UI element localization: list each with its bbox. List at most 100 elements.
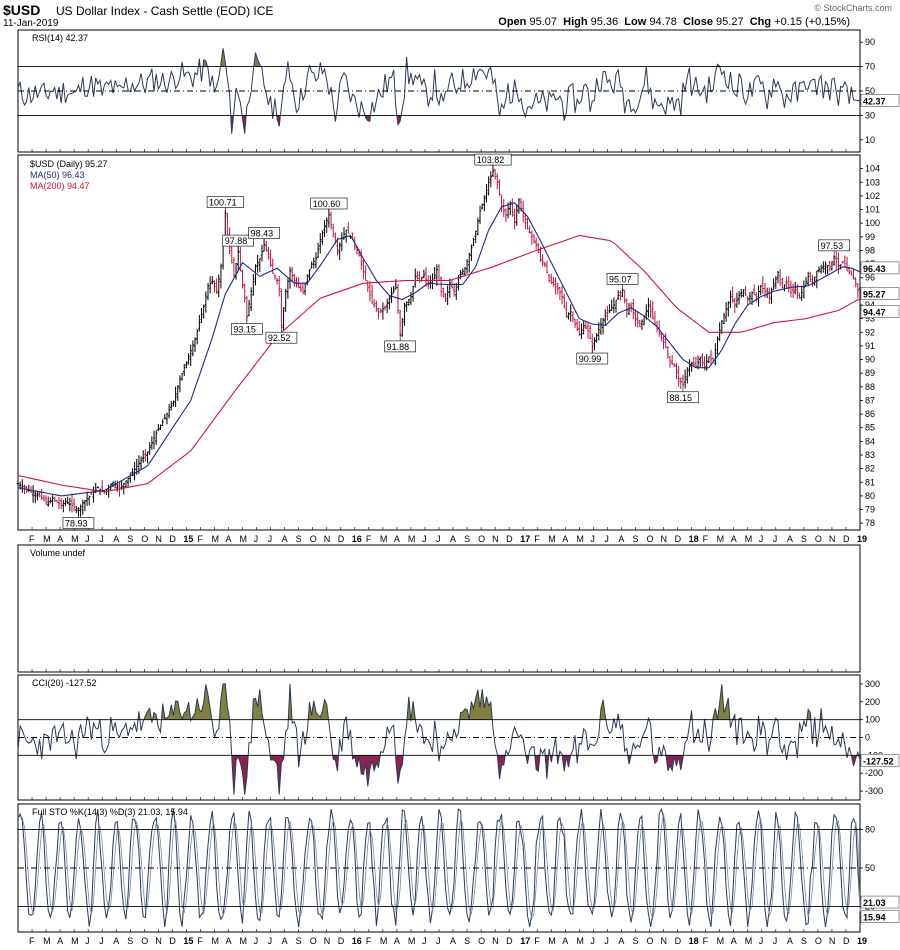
rsi-axis-tick-label: 70 bbox=[865, 62, 875, 72]
cci-axis-tick-label: -300 bbox=[865, 786, 883, 796]
price-x-label: N bbox=[661, 534, 668, 544]
bottom-x-label: F bbox=[197, 936, 203, 946]
price-x-label: F bbox=[366, 534, 372, 544]
price-x-label: D bbox=[675, 534, 682, 544]
price-axis-tick-label: 87 bbox=[865, 395, 875, 405]
price-axis-tick-label: 99 bbox=[865, 232, 875, 242]
callout-box bbox=[231, 323, 263, 335]
cci-oversold-fill bbox=[41, 755, 860, 795]
chart-header: $USD US Dollar Index - Cash Settle (EOD)… bbox=[0, 0, 900, 30]
ma50-tag-box bbox=[860, 261, 900, 275]
callout-label: 97.88 bbox=[225, 236, 248, 246]
callout-box bbox=[576, 352, 609, 365]
chart-title: US Dollar Index - Cash Settle (EOD) ICE bbox=[56, 4, 274, 18]
bottom-x-label: J bbox=[99, 936, 104, 946]
price-x-label: J bbox=[99, 534, 104, 544]
bottom-x-label: A bbox=[562, 936, 568, 946]
price-x-label: F bbox=[534, 534, 540, 544]
price-x-label: A bbox=[562, 534, 568, 544]
bottom-x-label: N bbox=[829, 936, 836, 946]
callout-box bbox=[606, 273, 639, 285]
price-x-label: F bbox=[197, 534, 203, 544]
price-x-label: M bbox=[240, 534, 248, 544]
price-axis-tick-label: 83 bbox=[865, 450, 875, 460]
bottom-x-label: O bbox=[815, 936, 822, 946]
price-x-label: M bbox=[745, 534, 753, 544]
callout-box bbox=[310, 197, 348, 210]
price-x-label: S bbox=[127, 534, 133, 544]
bottom-x-label: A bbox=[787, 936, 793, 946]
bottom-x-label: 18 bbox=[689, 936, 699, 946]
price-x-label: M bbox=[71, 534, 79, 544]
bottom-x-label: A bbox=[450, 936, 456, 946]
callout-label: 103.82 bbox=[477, 155, 505, 165]
price-x-label: J bbox=[759, 534, 764, 544]
callout-box bbox=[206, 196, 244, 208]
price-x-label: J bbox=[436, 534, 441, 544]
bottom-x-label: D bbox=[843, 936, 850, 946]
sto-line bbox=[17, 807, 861, 928]
chg-label: Chg bbox=[749, 16, 772, 28]
price-x-label: A bbox=[57, 534, 63, 544]
price-axis-tick-label: 101 bbox=[865, 205, 880, 215]
close-tag-box bbox=[860, 287, 900, 300]
price-x-label: O bbox=[310, 534, 317, 544]
bottom-x-label: J bbox=[268, 936, 273, 946]
rsi-value-tag-box bbox=[860, 94, 900, 107]
price-axis-tick-label: 85 bbox=[865, 423, 875, 433]
callout-label: 93.15 bbox=[233, 325, 256, 335]
bottom-x-label: J bbox=[436, 936, 441, 946]
bottom-x-label: S bbox=[296, 936, 302, 946]
open-label: Open bbox=[498, 16, 527, 28]
bottom-x-label: A bbox=[57, 936, 63, 946]
price-x-label: J bbox=[85, 534, 90, 544]
bottom-x-label: D bbox=[675, 936, 682, 946]
price-axis-tick-label: 79 bbox=[865, 505, 875, 515]
price-x-label: D bbox=[169, 534, 176, 544]
price-axis-tick-label: 90 bbox=[865, 355, 875, 365]
bottom-x-label: 15 bbox=[183, 936, 193, 946]
volume-panel bbox=[17, 544, 861, 673]
callout-label: 91.88 bbox=[387, 342, 410, 352]
price-x-label: F bbox=[703, 534, 709, 544]
bottom-x-label: A bbox=[618, 936, 624, 946]
cci-axis-tick-label: 300 bbox=[865, 679, 880, 689]
bottom-x-label: F bbox=[534, 936, 540, 946]
price-x-label: A bbox=[282, 534, 288, 544]
price-x-label: N bbox=[155, 534, 162, 544]
sto-k-tag-box bbox=[860, 895, 900, 909]
ma50-line bbox=[17, 202, 861, 497]
price-x-label: J bbox=[268, 534, 273, 544]
price-x-label: S bbox=[801, 534, 807, 544]
bottom-x-label: O bbox=[478, 936, 485, 946]
bottom-x-label: M bbox=[576, 936, 584, 946]
ma200-tag: 94.47 bbox=[863, 308, 886, 318]
bottom-x-label: M bbox=[717, 936, 725, 946]
price-x-label: A bbox=[787, 534, 793, 544]
bottom-x-label: S bbox=[801, 936, 807, 946]
bottom-x-label: D bbox=[169, 936, 176, 946]
volume-label: Volume undef bbox=[30, 548, 86, 558]
price-x-label: N bbox=[829, 534, 836, 544]
bottom-x-label: N bbox=[155, 936, 162, 946]
callout-label: 92.52 bbox=[268, 333, 291, 343]
cci-axis-tick-label: 200 bbox=[865, 697, 880, 707]
price-x-label: M bbox=[408, 534, 416, 544]
price-legend-0: $USD (Daily) 95.27 bbox=[30, 159, 108, 169]
close-value: 95.27 bbox=[716, 16, 744, 28]
callout-label: 90.99 bbox=[579, 354, 602, 364]
cci-value-tag: -127.52 bbox=[863, 756, 894, 766]
bottom-x-label: A bbox=[282, 936, 288, 946]
price-axis-tick-label: 104 bbox=[865, 164, 880, 174]
bottom-x-label: J bbox=[422, 936, 427, 946]
callout-box bbox=[222, 234, 255, 247]
ma200-line bbox=[17, 234, 861, 493]
bottom-x-label: M bbox=[43, 936, 51, 946]
price-axis-tick-label: 78 bbox=[865, 518, 875, 528]
price-axis-tick-label: 103 bbox=[865, 177, 880, 187]
price-x-label: S bbox=[464, 534, 470, 544]
bottom-x-label: A bbox=[113, 936, 119, 946]
price-axis-tick-label: 102 bbox=[865, 191, 880, 201]
cci-axis-tick-label: 0 bbox=[865, 733, 870, 743]
rsi-axis-tick-label: 50 bbox=[865, 86, 875, 96]
